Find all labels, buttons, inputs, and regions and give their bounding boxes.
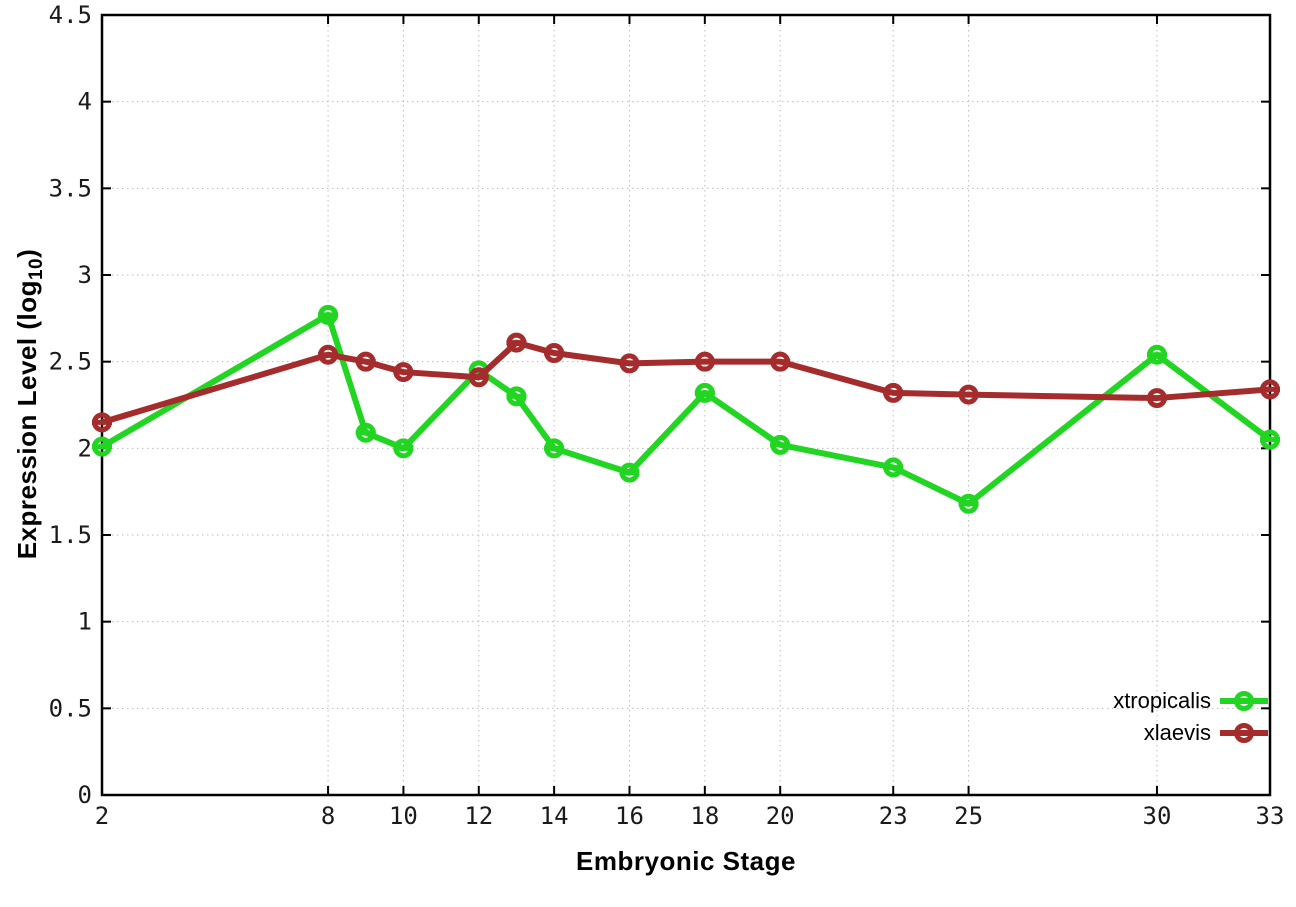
y-tick-label: 2.5 <box>49 348 92 376</box>
data-point-xtropicalis <box>1146 344 1167 365</box>
x-tick-label: 23 <box>879 802 908 830</box>
data-point-xtropicalis <box>770 434 791 455</box>
x-axis-title: Embryonic Stage <box>576 846 796 876</box>
y-tick-label: 0 <box>78 781 92 809</box>
y-tick-label: 3.5 <box>49 174 92 202</box>
x-tick-label: 16 <box>615 802 644 830</box>
data-point-xlaevis <box>694 351 715 372</box>
y-tick-label: 4.5 <box>49 1 92 29</box>
data-point-xtropicalis <box>619 462 640 483</box>
series-line-xtropicalis <box>100 311 1272 507</box>
data-point-xtropicalis <box>544 438 565 459</box>
y-tick-label: 0.5 <box>49 694 92 722</box>
y-tick-label: 4 <box>78 88 92 116</box>
legend-label: xtropicalis <box>1113 688 1211 713</box>
data-point-xlaevis <box>619 353 640 374</box>
data-point-xlaevis <box>468 367 489 388</box>
data-point-xtropicalis <box>694 382 715 403</box>
y-tick-label: 1.5 <box>49 521 92 549</box>
x-tick-label: 18 <box>690 802 719 830</box>
data-point-xlaevis <box>92 412 112 433</box>
data-point-xtropicalis <box>318 304 339 325</box>
data-point-xlaevis <box>1146 388 1167 409</box>
data-point-xtropicalis <box>506 386 527 407</box>
x-tick-label: 14 <box>540 802 569 830</box>
y-axis-title: Expression Level (log10) <box>12 249 48 560</box>
series-marker-icon <box>1220 723 1268 743</box>
data-point-xlaevis <box>393 362 414 383</box>
x-tick-label: 12 <box>464 802 493 830</box>
data-point-xlaevis <box>318 344 339 365</box>
x-tick-label: 2 <box>95 802 109 830</box>
data-point-xlaevis <box>958 384 979 405</box>
data-point-xlaevis <box>883 382 904 403</box>
y-axis-title-text: Expression Level (log <box>12 280 42 560</box>
data-point-xtropicalis <box>393 438 414 459</box>
data-point-xtropicalis <box>92 436 112 457</box>
data-point-xtropicalis <box>958 493 979 514</box>
data-point-xlaevis <box>544 343 565 363</box>
x-tick-label: 8 <box>321 802 335 830</box>
data-point-xtropicalis <box>355 422 376 443</box>
legend-label: xlaevis <box>1143 720 1211 745</box>
data-point-xlaevis <box>355 351 376 372</box>
data-point-xlaevis <box>770 351 791 372</box>
x-tick-label: 30 <box>1143 802 1172 830</box>
y-tick-label: 1 <box>78 608 92 636</box>
data-point-xtropicalis <box>883 457 904 478</box>
data-point-xlaevis <box>506 332 527 353</box>
legend-entry: xlaevis <box>1144 718 1268 748</box>
y-tick-label: 2 <box>78 434 92 462</box>
legend: xtropicalis xlaevis <box>1113 686 1268 748</box>
series-marker-icon <box>1220 691 1268 711</box>
y-axis-title-suffix: ) <box>12 248 42 258</box>
y-axis-title-subscript: 10 <box>26 257 47 281</box>
legend-entry: xtropicalis <box>1113 686 1268 716</box>
x-tick-label: 10 <box>389 802 418 830</box>
x-tick-label: 33 <box>1256 802 1285 830</box>
data-point-xlaevis <box>1260 379 1280 400</box>
x-tick-label: 20 <box>766 802 795 830</box>
data-point-xtropicalis <box>1260 429 1280 450</box>
y-tick-label: 3 <box>78 261 92 289</box>
x-tick-label: 25 <box>954 802 983 830</box>
plot-frame <box>100 13 1272 797</box>
